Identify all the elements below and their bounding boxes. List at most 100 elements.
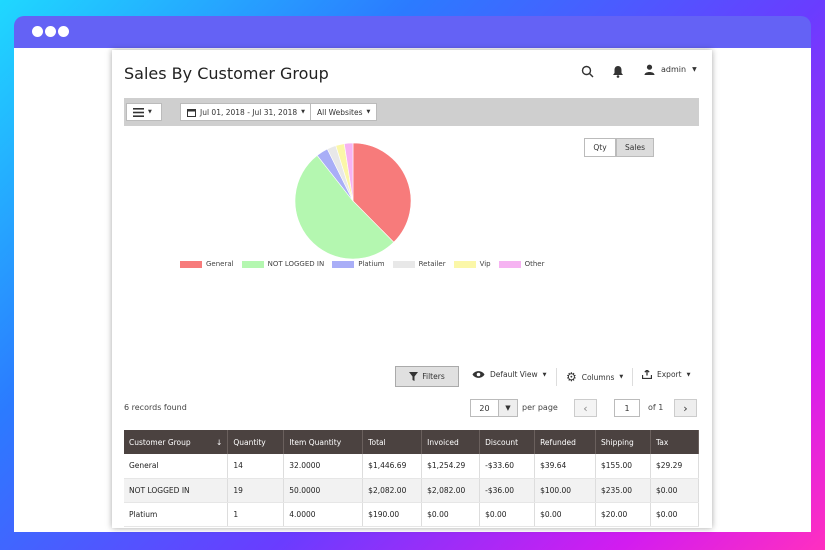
chart-legend: General NOT LOGGED IN Platium Retailer Vip Ot… xyxy=(180,260,545,268)
user-menu[interactable]: admin ▼ xyxy=(644,64,697,75)
columns-label: Columns xyxy=(581,372,615,382)
table-cell: $155.00 xyxy=(595,454,651,479)
page-total: of 1 xyxy=(648,403,664,412)
table-cell: $20.00 xyxy=(595,502,651,527)
chevron-left-icon: ‹ xyxy=(583,401,588,415)
page-number-input[interactable]: 1 xyxy=(614,399,640,417)
date-range-picker[interactable]: Jul 01, 2018 - Jul 31, 2018 ▼ xyxy=(180,103,312,121)
report-toolbar: ▼ Jul 01, 2018 - Jul 31, 2018 ▼ All Webs… xyxy=(124,98,699,126)
table-cell: $2,082.00 xyxy=(362,478,423,503)
legend-swatch xyxy=(453,260,476,268)
column-header[interactable]: Customer Group ↓ xyxy=(124,430,229,454)
table-cell: $100.00 xyxy=(534,478,597,503)
search-icon[interactable] xyxy=(579,65,595,81)
gear-icon: ⚙ xyxy=(566,370,577,384)
prev-page-button[interactable]: ‹ xyxy=(574,399,597,417)
column-header[interactable]: Refunded xyxy=(534,430,597,454)
sales-toggle-button[interactable]: Sales xyxy=(616,138,654,157)
legend-swatch xyxy=(498,260,521,268)
legend-item[interactable]: Vip xyxy=(453,260,491,268)
legend-label: Retailer xyxy=(418,260,446,268)
column-header-label: Total xyxy=(368,437,386,447)
table-cell: $0.00 xyxy=(534,502,597,527)
caret-down-icon: ▼ xyxy=(692,66,697,73)
table-cell: General xyxy=(124,454,229,479)
column-header-label: Invoiced xyxy=(427,437,459,447)
table-cell: $1,446.69 xyxy=(362,454,423,479)
chevron-right-icon: › xyxy=(683,401,688,415)
view-label: Default View xyxy=(490,370,538,379)
column-header[interactable]: Item Quantity xyxy=(283,430,364,454)
legend-label: NOT LOGGED IN xyxy=(267,260,325,268)
browser-titlebar xyxy=(14,16,811,48)
caret-down-icon: ▼ xyxy=(301,109,305,115)
column-header[interactable]: Shipping xyxy=(595,430,651,454)
caret-down-icon: ▼ xyxy=(686,371,691,378)
website-label: All Websites xyxy=(317,107,363,117)
column-header-label: Customer Group xyxy=(129,437,191,447)
caret-down-icon: ▼ xyxy=(366,109,371,115)
columns-selector[interactable]: ⚙ Columns ▼ xyxy=(566,370,623,384)
filters-label: Filters xyxy=(422,372,445,381)
column-header[interactable]: Quantity xyxy=(227,430,285,454)
caret-down-icon: ▼ xyxy=(542,371,547,378)
table-cell: $0.00 xyxy=(650,502,700,527)
export-icon xyxy=(642,370,652,379)
legend-item[interactable]: General xyxy=(180,260,234,268)
window-dot-icon xyxy=(32,26,43,37)
caret-down-icon: ▼ xyxy=(619,374,624,380)
pie-chart xyxy=(294,142,412,260)
table-cell: $39.64 xyxy=(534,454,597,479)
eye-icon xyxy=(472,371,485,378)
window-dot-icon xyxy=(45,26,56,37)
legend-item[interactable]: Retailer xyxy=(392,260,446,268)
legend-swatch xyxy=(241,260,264,268)
legend-swatch xyxy=(180,260,202,268)
column-header-label: Refunded xyxy=(540,437,576,447)
page-title: Sales By Customer Group xyxy=(124,64,329,83)
report-table: Customer Group ↓ Quantity Item Quantity Tota… xyxy=(124,430,700,527)
column-header[interactable]: Discount xyxy=(479,430,536,454)
table-cell: $0.00 xyxy=(650,478,700,503)
legend-label: Platium xyxy=(358,260,385,268)
column-header[interactable]: Tax xyxy=(650,430,700,454)
column-header[interactable]: Invoiced xyxy=(421,430,481,454)
legend-swatch xyxy=(332,260,355,268)
legend-item[interactable]: NOT LOGGED IN xyxy=(241,260,325,268)
qty-toggle-button[interactable]: Qty xyxy=(584,138,616,157)
table-cell: 4.0000 xyxy=(283,502,364,527)
table-cell: $29.29 xyxy=(650,454,700,479)
next-page-button[interactable]: › xyxy=(674,399,697,417)
legend-item[interactable]: Platium xyxy=(332,260,385,268)
column-header[interactable]: Total xyxy=(362,430,423,454)
table-cell: -$36.00 xyxy=(479,478,536,503)
pie-slice-not-logged-in xyxy=(294,154,395,260)
divider xyxy=(556,368,557,386)
legend-label: Other xyxy=(524,260,545,268)
website-selector[interactable]: All Websites ▼ xyxy=(310,103,378,121)
table-cell: Platium xyxy=(124,502,229,527)
filters-button[interactable]: Filters xyxy=(395,366,459,387)
table-row[interactable]: General 14 32.0000 $1,446.69 $1,254.29 -$33.6… xyxy=(124,454,700,479)
bell-icon[interactable] xyxy=(610,65,626,81)
column-header-label: Tax xyxy=(655,437,669,447)
column-header-label: Item Quantity xyxy=(289,437,342,447)
view-selector[interactable]: Default View ▼ xyxy=(472,370,546,379)
pie-slice-other xyxy=(343,142,354,202)
table-header-row: Customer Group ↓ Quantity Item Quantity Tota… xyxy=(124,430,700,454)
table-row[interactable]: Platium 1 4.0000 $190.00 $0.00 $0.00 $0.00 $20.… xyxy=(124,502,700,527)
window-dot-icon xyxy=(58,26,69,37)
table-cell: 19 xyxy=(227,478,285,503)
legend-swatch xyxy=(392,260,415,268)
legend-item[interactable]: Other xyxy=(498,260,545,268)
per-page-select[interactable]: 20 ▼ xyxy=(470,399,518,417)
funnel-icon xyxy=(409,372,419,381)
table-row[interactable]: NOT LOGGED IN 19 50.0000 $2,082.00 $2,082.00… xyxy=(124,478,700,503)
table-cell: $2,082.00 xyxy=(421,478,481,503)
table-cell: 50.0000 xyxy=(283,478,364,503)
table-cell: $0.00 xyxy=(421,502,481,527)
menu-button[interactable]: ▼ xyxy=(126,103,162,121)
records-count: 6 records found xyxy=(124,403,187,412)
hamburger-icon xyxy=(133,107,144,117)
export-menu[interactable]: Export ▼ xyxy=(642,370,690,379)
